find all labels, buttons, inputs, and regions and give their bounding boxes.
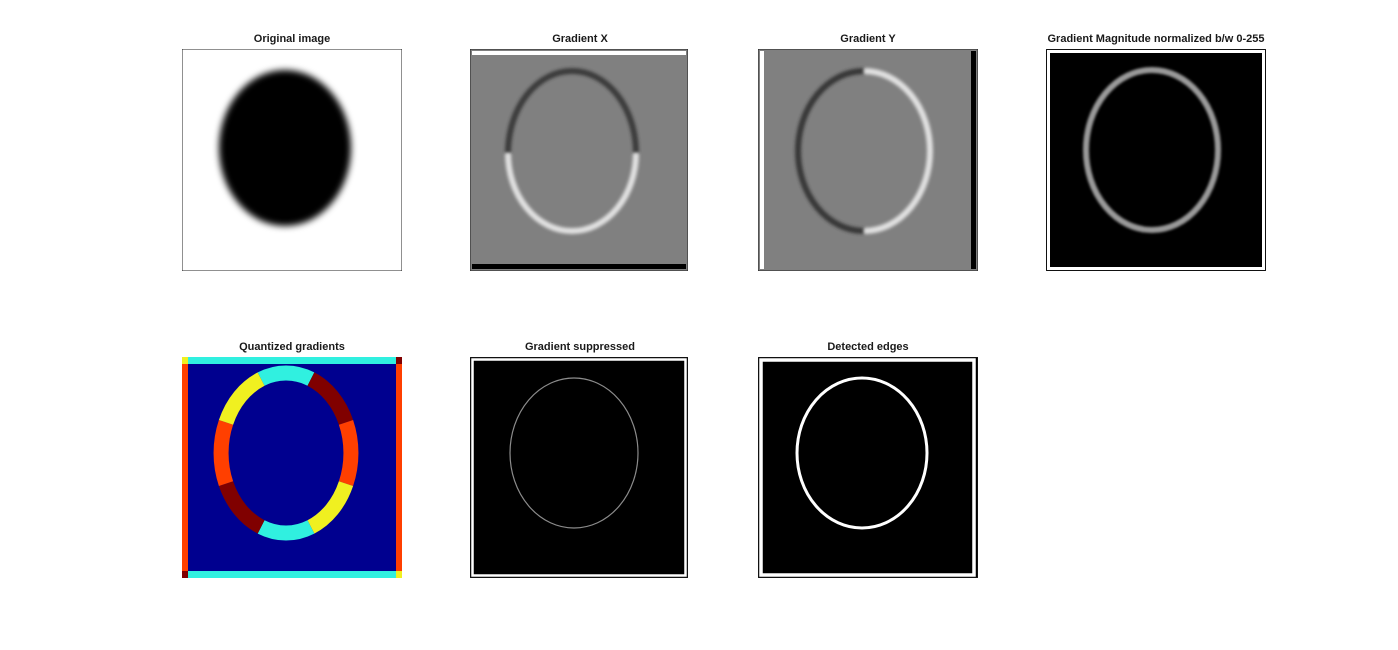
panel-quantized-gradients: Quantized gradients <box>182 341 402 578</box>
panel-gradient-x: Gradient X <box>470 33 690 271</box>
original-image <box>182 49 402 271</box>
panel-title: Gradient X <box>552 33 608 45</box>
gradient-x-image <box>470 49 688 271</box>
gradient-suppressed-image <box>470 357 688 578</box>
detected-edges-image <box>758 357 978 578</box>
quantized-gradients-image <box>182 357 402 578</box>
gradient-y-image <box>758 49 978 271</box>
panel-title: Gradient Y <box>840 33 896 45</box>
panel-title: Original image <box>253 33 331 45</box>
panel-title: Gradient Magnitude normalized b/w 0-255 <box>1047 33 1265 45</box>
panel-title: Gradient suppressed <box>524 341 636 353</box>
panel-title: Quantized gradients <box>239 341 345 353</box>
panel-detected-edges: Detected edges <box>758 341 978 578</box>
panel-gradient-y: Gradient Y <box>758 33 978 271</box>
panel-original-image: Original image <box>182 33 402 271</box>
gradient-magnitude-image <box>1046 49 1266 271</box>
panel-title: Detected edges <box>827 341 909 353</box>
panel-gradient-suppressed: Gradient suppressed <box>470 341 690 578</box>
panel-gradient-magnitude: Gradient Magnitude normalized b/w 0-255 <box>1046 33 1266 271</box>
